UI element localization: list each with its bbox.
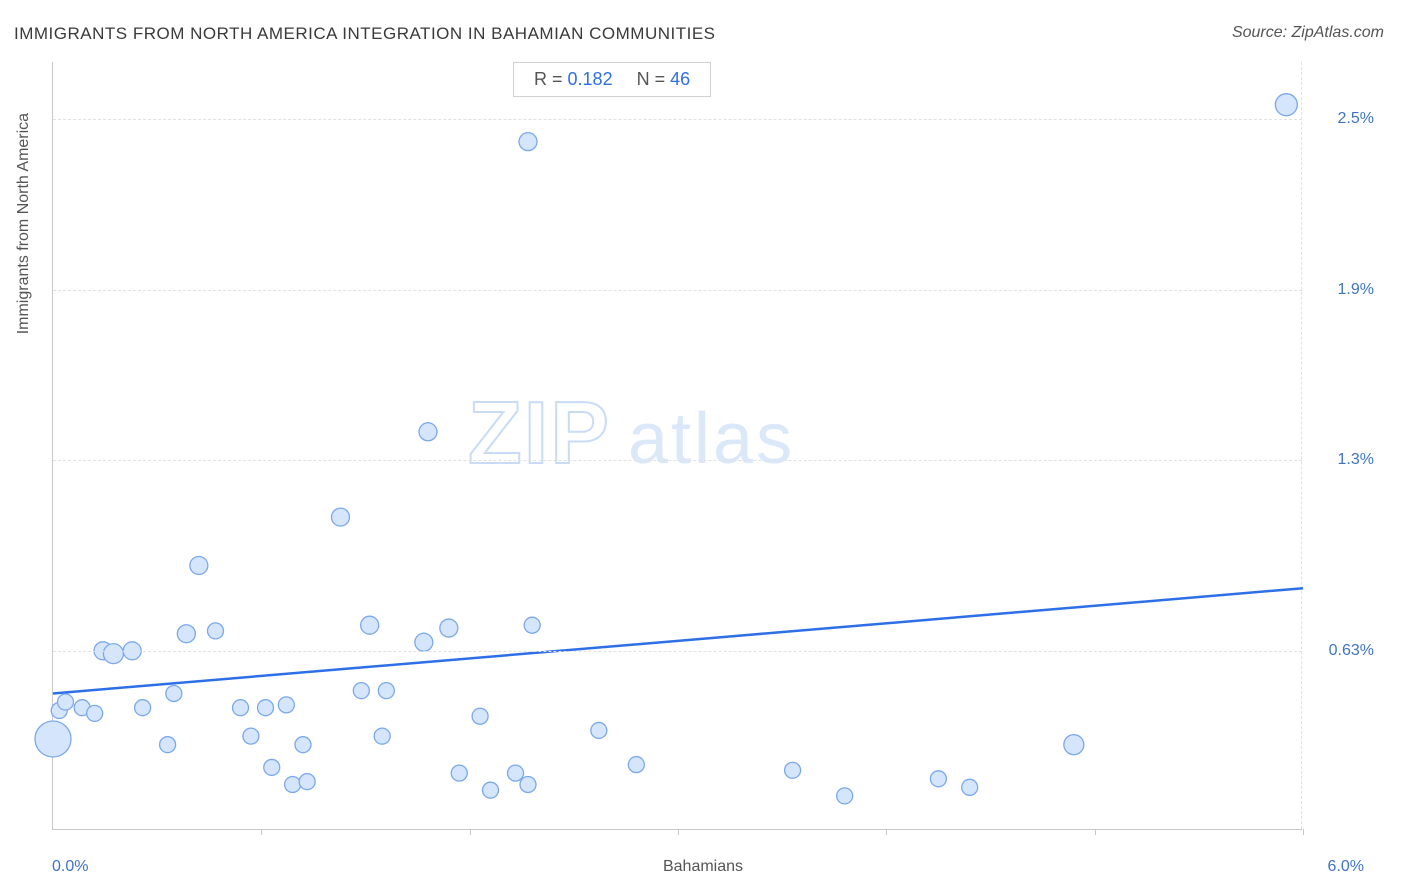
data-point[interactable] [837, 788, 853, 804]
source-label: Source: ZipAtlas.com [1232, 24, 1384, 42]
data-point[interactable] [299, 774, 315, 790]
stats-r-label: R = [534, 69, 563, 89]
plot-svg [53, 62, 1303, 830]
data-point[interactable] [419, 423, 437, 441]
data-point[interactable] [35, 721, 71, 757]
x-tick [678, 829, 679, 835]
grid-h [53, 119, 1302, 120]
grid-h [53, 651, 1302, 652]
y-axis-label: Immigrants from North America [15, 113, 33, 334]
data-point[interactable] [258, 700, 274, 716]
data-point[interactable] [190, 556, 208, 574]
data-point[interactable] [519, 133, 537, 151]
stats-box: R = 0.182 N = 46 [513, 62, 711, 97]
stats-n: N = 46 [637, 69, 691, 90]
data-point[interactable] [591, 722, 607, 738]
data-point[interactable] [103, 644, 123, 664]
data-point[interactable] [332, 508, 350, 526]
x-tick [261, 829, 262, 835]
chart-title: IMMIGRANTS FROM NORTH AMERICA INTEGRATIO… [14, 24, 716, 44]
data-point[interactable] [285, 776, 301, 792]
data-point[interactable] [243, 728, 259, 744]
data-point[interactable] [930, 771, 946, 787]
stats-r-value: 0.182 [568, 69, 613, 89]
data-point[interactable] [353, 683, 369, 699]
data-point[interactable] [87, 705, 103, 721]
data-point[interactable] [628, 757, 644, 773]
data-point[interactable] [208, 623, 224, 639]
data-point[interactable] [177, 625, 195, 643]
stats-n-label: N = [637, 69, 666, 89]
x-tick [470, 829, 471, 835]
data-point[interactable] [264, 759, 280, 775]
x-max-label: 6.0% [1328, 858, 1364, 876]
x-tick [1303, 829, 1304, 835]
y-tick-label: 2.5% [1338, 110, 1374, 128]
stats-r: R = 0.182 [534, 69, 613, 90]
x-axis-label: Bahamians [663, 858, 743, 876]
data-point[interactable] [451, 765, 467, 781]
data-point[interactable] [135, 700, 151, 716]
y-tick-label: 1.9% [1338, 281, 1374, 299]
grid-h [53, 460, 1302, 461]
data-point[interactable] [520, 776, 536, 792]
grid-h [53, 290, 1302, 291]
data-point[interactable] [233, 700, 249, 716]
data-point[interactable] [785, 762, 801, 778]
data-point[interactable] [508, 765, 524, 781]
x-tick [886, 829, 887, 835]
data-point[interactable] [160, 737, 176, 753]
regression-line [53, 588, 1303, 693]
data-point[interactable] [1064, 735, 1084, 755]
y-tick-label: 1.3% [1338, 451, 1374, 469]
data-point[interactable] [166, 685, 182, 701]
data-point[interactable] [374, 728, 390, 744]
data-point[interactable] [378, 683, 394, 699]
data-point[interactable] [1275, 94, 1297, 116]
x-tick [1095, 829, 1096, 835]
y-tick-label: 0.63% [1329, 642, 1374, 660]
stats-n-value: 46 [670, 69, 690, 89]
plot-area: ZIP atlas 0.63%1.3%1.9%2.5% [52, 62, 1302, 830]
data-point[interactable] [58, 694, 74, 710]
data-point[interactable] [524, 617, 540, 633]
x-min-label: 0.0% [52, 858, 88, 876]
data-point[interactable] [295, 737, 311, 753]
data-point[interactable] [440, 619, 458, 637]
data-point[interactable] [278, 697, 294, 713]
data-point[interactable] [962, 779, 978, 795]
data-point[interactable] [361, 616, 379, 634]
data-point[interactable] [415, 633, 433, 651]
data-point[interactable] [483, 782, 499, 798]
data-point[interactable] [472, 708, 488, 724]
chart-container: IMMIGRANTS FROM NORTH AMERICA INTEGRATIO… [0, 0, 1406, 892]
